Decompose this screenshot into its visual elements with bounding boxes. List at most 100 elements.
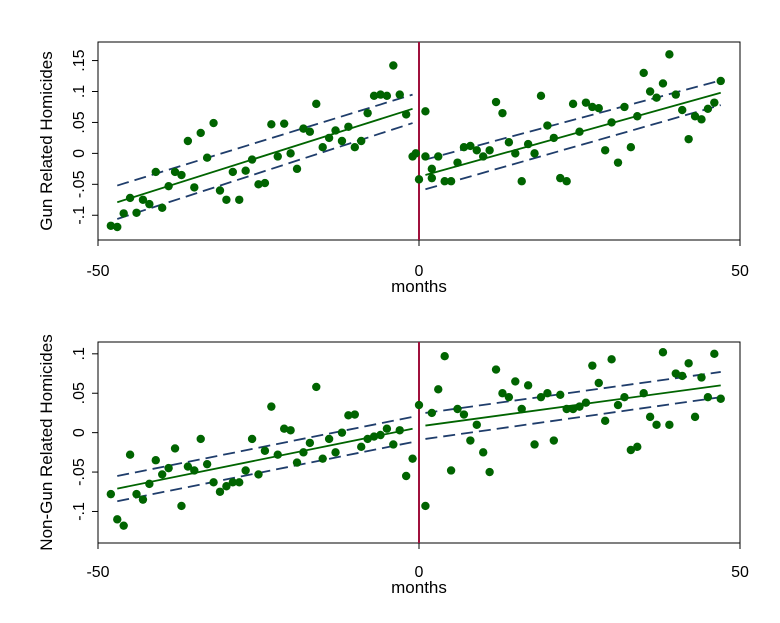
fit-line-right <box>425 91 721 176</box>
data-point <box>697 373 706 382</box>
data-point <box>247 155 257 164</box>
data-point <box>267 120 276 129</box>
data-point <box>421 501 430 511</box>
data-point <box>427 173 437 183</box>
data-point <box>530 149 539 158</box>
data-point <box>479 152 488 161</box>
data-point <box>125 450 135 459</box>
data-point <box>421 107 430 116</box>
data-point <box>260 178 270 188</box>
data-point <box>350 142 359 152</box>
ci-lower-right <box>425 104 721 191</box>
data-point <box>337 136 347 146</box>
data-point <box>382 424 392 433</box>
data-point <box>511 149 520 158</box>
x-tick-label: -50 <box>86 263 109 280</box>
y-tick-label: -.05 <box>71 458 88 486</box>
data-point <box>170 167 180 177</box>
data-point <box>600 146 610 155</box>
data-point <box>658 348 668 357</box>
x-tick-label: 50 <box>731 263 749 280</box>
data-point <box>389 440 398 449</box>
data-point <box>369 91 379 101</box>
data-point <box>523 139 533 149</box>
data-point <box>446 177 456 186</box>
data-point <box>652 420 661 429</box>
data-point <box>543 389 552 398</box>
data-point <box>331 126 340 135</box>
data-point <box>382 91 392 101</box>
ci-upper-right <box>425 371 721 414</box>
data-point <box>389 61 398 70</box>
data-point <box>665 420 674 429</box>
y-tick-label: -.05 <box>71 170 88 198</box>
data-point <box>177 170 186 180</box>
data-point <box>549 436 559 445</box>
data-point <box>600 416 610 426</box>
data-point <box>620 392 629 402</box>
data-point <box>440 177 449 186</box>
data-point <box>421 152 430 161</box>
data-point <box>215 186 225 195</box>
chart-panel-1: -.1 -.05 0 .05 .1 .15 -50 0 50 months Gun Related … <box>37 41 749 296</box>
y-tick-label: .05 <box>71 382 88 404</box>
x-tick-label: 0 <box>415 564 424 581</box>
data-point <box>498 108 507 118</box>
data-point <box>286 149 295 158</box>
data-point <box>344 122 353 131</box>
data-point <box>703 392 713 402</box>
x-tick-label: -50 <box>86 564 109 581</box>
data-point <box>395 426 404 435</box>
data-point <box>318 142 327 152</box>
data-point <box>279 424 289 433</box>
data-point <box>132 208 141 217</box>
data-point <box>247 434 257 444</box>
data-point <box>536 392 546 402</box>
data-point <box>222 195 231 204</box>
data-point <box>588 361 597 370</box>
data-point <box>228 167 238 177</box>
data-point <box>151 456 160 465</box>
data-point <box>350 410 359 419</box>
chart-panel-2: -.1 -.05 0 .05 .1 -50 0 50 months Non-Gun Related… <box>37 334 749 597</box>
data-point <box>299 448 308 457</box>
data-point <box>357 442 366 452</box>
data-point <box>202 459 212 469</box>
data-point <box>312 99 321 109</box>
data-point <box>498 389 507 398</box>
data-point <box>459 410 469 419</box>
ci-upper-left <box>117 415 413 477</box>
data-point <box>453 158 462 167</box>
data-point <box>626 142 636 152</box>
fit-line-left <box>117 427 413 490</box>
data-point <box>652 93 661 102</box>
data-point <box>113 515 122 524</box>
data-point <box>324 133 334 143</box>
data-point <box>235 195 244 204</box>
ci-lower-right <box>425 396 721 440</box>
data-point <box>575 402 584 411</box>
data-point <box>556 390 565 400</box>
data-point <box>183 462 193 471</box>
y-tick-label: 0 <box>71 149 88 158</box>
data-point <box>241 166 250 175</box>
data-point <box>305 438 315 448</box>
data-point <box>414 175 424 184</box>
data-point <box>639 389 648 398</box>
data-point <box>684 359 693 368</box>
y-tick-label: -.1 <box>71 206 88 225</box>
data-point <box>536 91 546 101</box>
data-point <box>517 404 526 414</box>
data-point <box>164 181 173 191</box>
data-point <box>119 209 128 218</box>
data-point <box>196 128 205 138</box>
data-point <box>716 394 725 403</box>
data-point <box>517 177 526 186</box>
data-point <box>369 432 379 441</box>
data-point <box>485 467 494 477</box>
y-tick-label: .1 <box>71 347 88 360</box>
data-point <box>594 104 603 113</box>
data-point <box>408 454 417 463</box>
data-point <box>607 355 616 364</box>
